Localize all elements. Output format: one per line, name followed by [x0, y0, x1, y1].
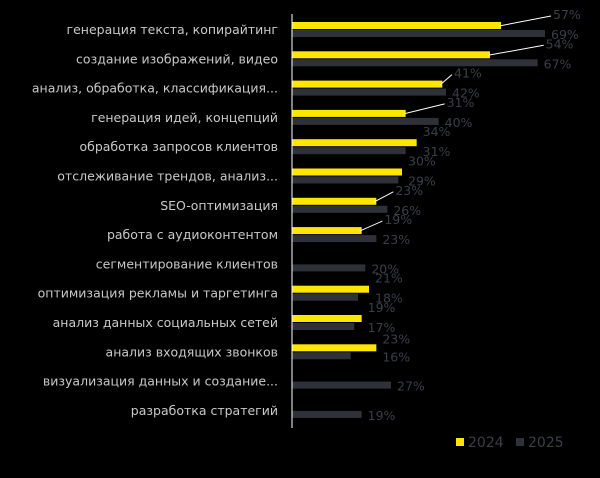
bar-2024-11	[292, 344, 377, 352]
bar-2025-10	[292, 323, 355, 330]
category-label-7: работа с аудиоконтентом	[107, 227, 278, 242]
value-label-2024-2: 41%	[454, 66, 482, 81]
value-label-2025-0: 69%	[551, 27, 579, 42]
bar-2024-0	[292, 22, 501, 29]
value-label-2025-9: 18%	[375, 291, 403, 306]
bar-2025-7	[292, 235, 377, 243]
category-label-2: анализ, обработка, классификация...	[32, 81, 278, 96]
value-label-2025-2: 42%	[452, 86, 480, 101]
legend-swatch-2025	[516, 438, 524, 446]
value-label-2024-10: 19%	[368, 300, 396, 315]
value-label-2025-11: 16%	[382, 349, 410, 364]
value-label-2025-7: 23%	[382, 232, 410, 247]
bar-2024-10	[292, 315, 362, 322]
leader-lines	[359, 15, 552, 232]
category-label-8: сегментирование клиентов	[96, 256, 278, 271]
bar-2024-6	[292, 197, 377, 205]
value-label-2025-10: 17%	[368, 320, 396, 335]
value-label-2024-5: 30%	[408, 154, 436, 169]
category-label-11: анализ входящих звонков	[106, 344, 278, 359]
category-label-6: SEO-оптимизация	[160, 198, 278, 213]
bar-2025-13	[292, 410, 362, 418]
bar-2025-4	[292, 147, 406, 155]
category-label-13: разработка стратегий	[131, 403, 278, 418]
category-label-10: анализ данных социальных сетей	[53, 315, 278, 330]
bar-2025-11	[292, 352, 351, 360]
value-label-2025-6: 26%	[393, 203, 421, 218]
legend: 2024 2025	[456, 435, 564, 451]
leader-line-2024-1	[487, 44, 544, 56]
leader-line-2024-6	[374, 191, 394, 203]
bar-2025-8	[292, 264, 366, 272]
category-label-0: генерация текста, копирайтинг	[67, 22, 278, 37]
value-label-2025-4: 31%	[423, 144, 451, 159]
leader-line-2024-0	[498, 15, 552, 27]
value-label-2025-13: 19%	[368, 408, 396, 423]
leader-line-2024-3	[403, 103, 445, 115]
bar-2024-2	[292, 80, 443, 88]
bar-2024-3	[292, 109, 406, 117]
category-label-5: отслеживание трендов, анализ...	[57, 169, 278, 184]
value-label-2024-11: 23%	[382, 331, 410, 346]
category-label-12: визуализация данных и создание...	[43, 374, 278, 389]
value-label-2024-1: 54%	[546, 36, 574, 51]
category-labels: генерация текста, копирайтинг создание из…	[32, 22, 278, 418]
value-label-2025-12: 27%	[397, 379, 425, 394]
bar-2025-1	[292, 59, 538, 67]
value-label-2024-4: 34%	[423, 124, 451, 139]
value-label-2025-1: 67%	[544, 56, 572, 71]
bar-2024-1	[292, 51, 490, 59]
legend-swatch-2024	[456, 438, 464, 446]
bar-2024-4	[292, 139, 417, 147]
bar-2024-7	[292, 227, 362, 235]
bar-2024-9	[292, 285, 369, 293]
legend-label-2024: 2024	[468, 435, 504, 451]
category-label-4: обработка запросов клиентов	[79, 139, 278, 154]
leader-line-2024-7	[359, 220, 383, 232]
value-label-2024-7: 19%	[384, 212, 412, 227]
legend-label-2025: 2025	[528, 435, 564, 451]
value-label-2025-8: 20%	[371, 261, 399, 276]
bar-2025-5	[292, 176, 399, 184]
bar-2025-9	[292, 293, 358, 301]
category-label-1: создание изображений, видео	[76, 51, 278, 66]
bar-2025-3	[292, 117, 439, 125]
bar-2025-6	[292, 205, 388, 213]
value-labels: 69% 57% 67% 54% 42% 41% 40% 31% 31% 34% 29% 30% 26% 2…	[368, 7, 581, 423]
value-label-2025-5: 29%	[408, 174, 436, 189]
category-label-3: генерация идей, концепций	[91, 110, 278, 125]
bar-2025-2	[292, 88, 446, 96]
value-label-2024-9: 21%	[375, 271, 403, 286]
leader-line-2024-2	[440, 74, 453, 85]
category-label-9: оптимизация рекламы и таргетинга	[38, 286, 278, 301]
bar-2025-12	[292, 381, 391, 389]
value-label-2024-0: 57%	[553, 7, 581, 22]
value-label-2025-3: 40%	[445, 115, 473, 130]
bars	[292, 22, 545, 418]
value-label-2024-3: 31%	[447, 95, 475, 110]
bar-2024-5	[292, 168, 402, 176]
value-label-2024-6: 23%	[395, 183, 423, 198]
bar-2025-0	[292, 30, 545, 37]
